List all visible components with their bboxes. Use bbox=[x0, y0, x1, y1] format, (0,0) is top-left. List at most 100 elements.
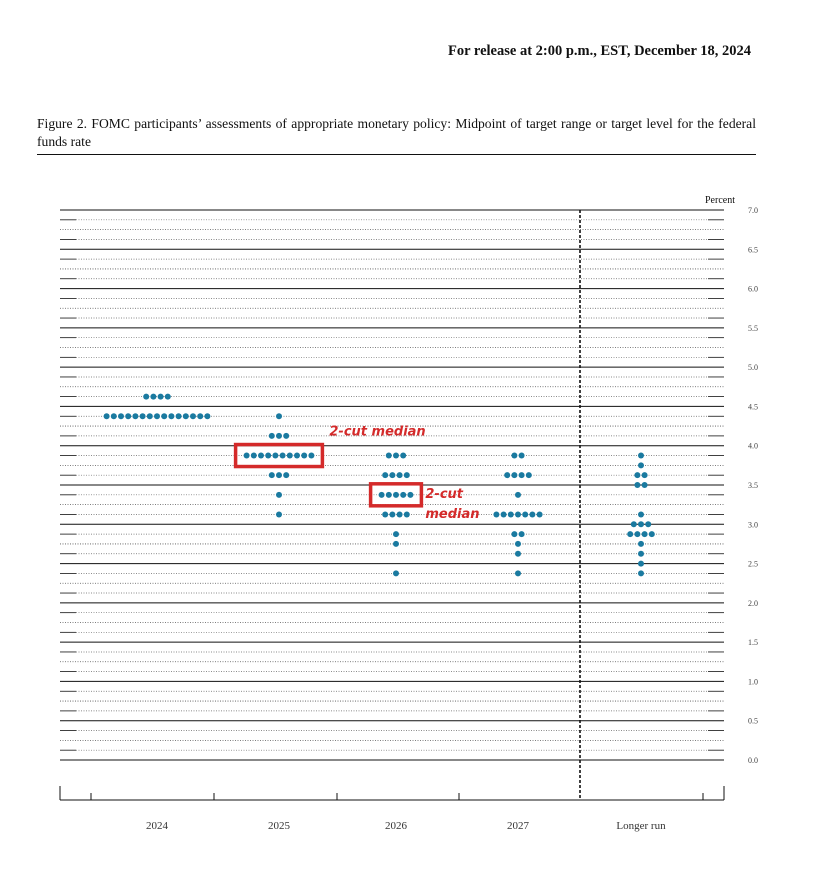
dot-marker bbox=[276, 491, 282, 498]
dot-marker bbox=[393, 531, 399, 538]
dot-marker bbox=[110, 413, 117, 420]
median-annotation-label: 2-cut median bbox=[329, 425, 425, 440]
dot-marker bbox=[250, 452, 257, 459]
dot-marker bbox=[301, 452, 308, 459]
dot-marker bbox=[268, 432, 275, 439]
dot-marker bbox=[634, 531, 641, 538]
y-tick-label: 5.0 bbox=[748, 363, 758, 372]
dot-marker bbox=[143, 393, 150, 400]
dot-marker bbox=[515, 550, 521, 557]
y-tick-label: 3.0 bbox=[748, 520, 758, 529]
dot-marker bbox=[638, 462, 644, 469]
dot-marker bbox=[522, 511, 529, 518]
dot-marker bbox=[385, 491, 392, 498]
dot-marker bbox=[393, 452, 399, 459]
y-axis-unit-label: Percent bbox=[705, 195, 735, 206]
dot-marker bbox=[243, 452, 250, 459]
dot-marker bbox=[286, 452, 293, 459]
dot-marker bbox=[403, 472, 410, 479]
dot-marker bbox=[638, 511, 644, 518]
dot-marker bbox=[182, 413, 189, 420]
dot-marker bbox=[518, 531, 525, 538]
dot-marker bbox=[641, 482, 648, 488]
dot-series bbox=[103, 393, 655, 577]
dot-marker bbox=[150, 393, 157, 400]
dot-marker bbox=[396, 511, 403, 518]
y-tick-label: 0.5 bbox=[748, 717, 758, 726]
dot-marker bbox=[515, 540, 521, 547]
dot-marker bbox=[638, 570, 644, 577]
dot-marker bbox=[400, 452, 407, 459]
dot-marker bbox=[511, 531, 518, 538]
dot-marker bbox=[103, 413, 110, 420]
median-annotation-label: median bbox=[425, 507, 479, 522]
dot-marker bbox=[276, 511, 282, 518]
dot-marker bbox=[638, 452, 644, 459]
y-tick-label: 4.0 bbox=[748, 442, 758, 451]
dot-marker bbox=[515, 511, 521, 518]
dot-marker bbox=[168, 413, 175, 420]
dot-marker bbox=[276, 432, 282, 439]
dot-marker bbox=[525, 472, 532, 479]
grid-lines bbox=[60, 209, 724, 761]
median-highlight-box bbox=[368, 482, 424, 508]
dot-marker bbox=[276, 472, 282, 479]
median-annotation-label: 2-cut bbox=[425, 487, 463, 502]
y-tick-label: 4.5 bbox=[748, 402, 758, 411]
dot-marker bbox=[268, 472, 275, 479]
dot-marker bbox=[125, 413, 132, 420]
dot-marker bbox=[157, 393, 164, 400]
dot-marker bbox=[638, 560, 644, 567]
y-tick-label: 3.5 bbox=[748, 481, 758, 490]
dot-marker bbox=[511, 472, 518, 479]
dot-marker bbox=[634, 482, 641, 488]
dot-marker bbox=[389, 511, 396, 518]
dot-marker bbox=[283, 432, 290, 439]
y-tick-label: 6.5 bbox=[748, 245, 758, 254]
x-category-label: Longer run bbox=[616, 820, 666, 832]
title-divider bbox=[37, 154, 756, 155]
dot-marker bbox=[118, 413, 124, 420]
dot-marker bbox=[272, 452, 279, 459]
y-tick-label: 0.0 bbox=[748, 756, 758, 765]
dot-marker bbox=[378, 491, 385, 498]
x-category-label: 2027 bbox=[507, 820, 530, 832]
dot-marker bbox=[393, 570, 399, 577]
dot-marker bbox=[204, 413, 211, 420]
dot-marker bbox=[265, 452, 272, 459]
dot-marker bbox=[190, 413, 196, 420]
dot-marker bbox=[146, 413, 153, 420]
dot-marker bbox=[393, 540, 399, 547]
dot-marker bbox=[634, 472, 641, 479]
y-tick-label: 1.5 bbox=[748, 638, 758, 647]
dot-marker bbox=[515, 491, 521, 498]
x-category-label: 2026 bbox=[385, 820, 408, 832]
y-tick-label: 1.0 bbox=[748, 677, 758, 686]
dot-marker bbox=[511, 452, 518, 459]
dot-marker bbox=[627, 531, 634, 538]
dot-marker bbox=[139, 413, 146, 420]
x-category-label: 2025 bbox=[268, 820, 291, 832]
dot-marker bbox=[403, 511, 410, 518]
x-category-label: 2024 bbox=[146, 820, 169, 832]
dot-marker bbox=[641, 531, 648, 538]
dot-marker bbox=[132, 413, 139, 420]
figure-title: Figure 2. FOMC participants’ assessments… bbox=[37, 116, 756, 149]
dot-marker bbox=[382, 511, 389, 518]
dot-marker bbox=[630, 521, 637, 528]
dot-marker bbox=[507, 511, 514, 518]
dot-marker bbox=[504, 472, 511, 479]
y-tick-label: 6.0 bbox=[748, 285, 758, 294]
median-highlight-box bbox=[233, 442, 325, 469]
dot-marker bbox=[389, 472, 396, 479]
dot-marker bbox=[536, 511, 543, 518]
dot-marker bbox=[164, 393, 171, 400]
dot-marker bbox=[258, 452, 264, 459]
annotations: 2-cut median 2-cut median bbox=[233, 425, 480, 522]
dot-marker bbox=[283, 472, 290, 479]
dot-marker bbox=[385, 452, 392, 459]
y-tick-label: 2.0 bbox=[748, 599, 758, 608]
dot-marker bbox=[518, 452, 525, 459]
dot-marker bbox=[648, 531, 655, 538]
